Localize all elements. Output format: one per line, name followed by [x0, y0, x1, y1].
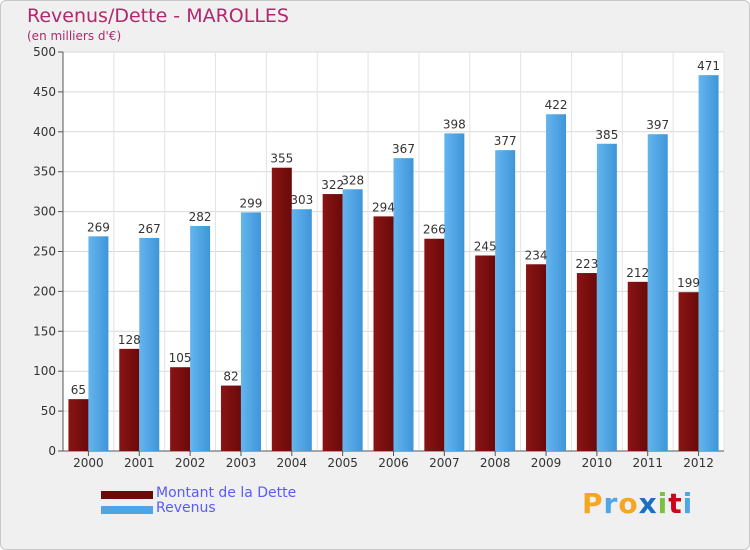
bar-dette — [424, 238, 445, 451]
data-label: 299 — [240, 196, 263, 210]
data-label: 65 — [71, 383, 86, 397]
x-tick-label: 2009 — [531, 456, 562, 470]
data-label: 377 — [494, 134, 517, 148]
bar-dette — [322, 194, 343, 451]
chart-title: Revenus/Dette - MAROLLES — [27, 5, 289, 27]
logo-letter: x — [638, 487, 658, 520]
logo-letter: i — [682, 487, 694, 520]
logo-letter: i — [657, 487, 669, 520]
x-tick-label: 2011 — [632, 456, 663, 470]
data-label: 322 — [321, 178, 344, 192]
data-label: 245 — [474, 239, 497, 253]
data-label: 266 — [423, 223, 446, 237]
data-label: 355 — [270, 152, 293, 166]
data-label: 397 — [646, 118, 669, 132]
x-tick-label: 2007 — [429, 456, 460, 470]
legend-label-dette: Montant de la Dette — [156, 485, 297, 501]
bar-dette — [170, 367, 191, 451]
x-tick-label: 2006 — [378, 456, 409, 470]
data-label: 422 — [545, 98, 568, 112]
data-label: 385 — [595, 128, 618, 142]
bar-dette — [220, 385, 241, 451]
bar-revenus — [88, 236, 109, 451]
logo-letter: t — [668, 487, 683, 520]
data-label: 267 — [138, 222, 161, 236]
y-tick-label: 300 — [33, 205, 56, 219]
data-label: 471 — [697, 59, 720, 73]
data-label: 303 — [290, 193, 313, 207]
x-tick-label: 2005 — [327, 456, 358, 470]
legend-swatch-revenus — [101, 506, 153, 514]
bar-dette — [678, 292, 699, 451]
y-tick-label: 350 — [33, 165, 56, 179]
y-tick-label: 250 — [33, 245, 56, 259]
x-tick-label: 2012 — [683, 456, 714, 470]
bar-revenus — [240, 212, 261, 451]
bar-dette — [526, 264, 547, 451]
y-tick-label: 0 — [48, 444, 56, 458]
data-label: 105 — [169, 351, 192, 365]
x-tick-label: 2002 — [175, 456, 206, 470]
x-tick-label: 2000 — [73, 456, 104, 470]
logo-letter: o — [618, 487, 639, 520]
y-tick-label: 500 — [33, 45, 56, 59]
bar-revenus — [190, 225, 211, 451]
bar-dette — [627, 281, 648, 451]
x-tick-label: 2008 — [480, 456, 511, 470]
bar-revenus — [698, 75, 719, 451]
chart-subtitle: (en milliers d'€) — [27, 29, 122, 43]
bar-revenus — [291, 209, 312, 451]
bars — [68, 75, 719, 452]
data-label: 398 — [443, 117, 466, 131]
legend-swatch-dette — [101, 491, 153, 499]
x-tick-label: 2010 — [582, 456, 613, 470]
x-tick-label: 2004 — [277, 456, 308, 470]
bar-revenus — [596, 143, 617, 451]
bar-revenus — [546, 114, 567, 451]
data-label: 212 — [626, 266, 649, 280]
x-tick-label: 2003 — [226, 456, 257, 470]
bar-dette — [475, 255, 496, 451]
data-label: 294 — [372, 200, 395, 214]
legend-label-revenus: Revenus — [156, 500, 216, 516]
bar-dette — [119, 348, 140, 451]
bar-dette — [373, 216, 394, 451]
logo-letter: r — [603, 487, 619, 520]
data-label: 82 — [223, 370, 238, 384]
data-label: 282 — [189, 210, 212, 224]
bar-revenus — [495, 150, 516, 452]
bar-revenus — [647, 134, 668, 451]
bar-revenus — [393, 158, 414, 451]
bar-revenus — [444, 133, 465, 451]
y-tick-label: 400 — [33, 125, 56, 139]
bar-revenus — [139, 237, 160, 451]
data-label: 328 — [341, 173, 364, 187]
y-tick-label: 150 — [33, 324, 56, 338]
bar-dette — [68, 399, 89, 451]
data-label: 199 — [677, 276, 700, 290]
bar-revenus — [342, 189, 363, 452]
logo-letter: P — [582, 487, 604, 520]
data-label: 234 — [525, 248, 548, 262]
y-tick-label: 200 — [33, 284, 56, 298]
data-label: 223 — [575, 257, 598, 271]
y-tick-label: 100 — [33, 364, 56, 378]
bar-dette — [576, 273, 597, 451]
data-label: 128 — [118, 333, 141, 347]
y-tick-label: 450 — [33, 85, 56, 99]
proxiti-logo: Proxiti — [582, 487, 693, 520]
x-tick-label: 2001 — [124, 456, 155, 470]
bar-dette — [271, 167, 292, 451]
data-label: 367 — [392, 142, 415, 156]
y-tick-label: 50 — [41, 404, 56, 418]
data-label: 269 — [87, 220, 110, 234]
